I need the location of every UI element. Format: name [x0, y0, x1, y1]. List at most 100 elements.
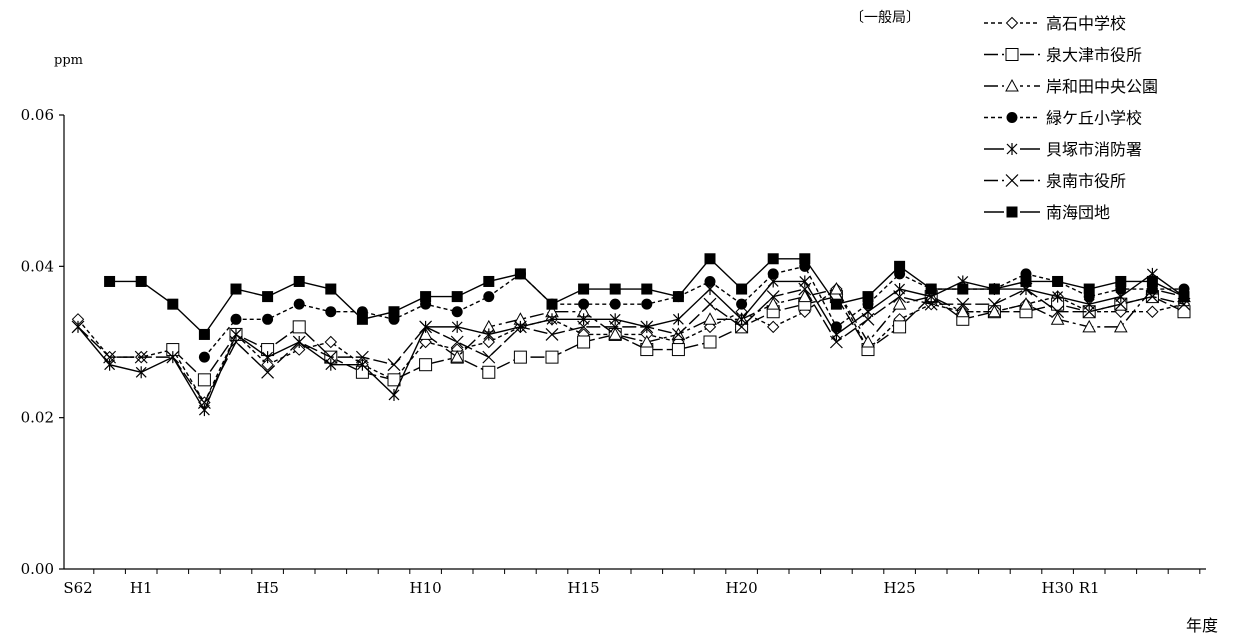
- x-tick-label: H15: [568, 579, 600, 597]
- data-point: [230, 283, 242, 295]
- data-point: [450, 335, 464, 349]
- data-point: [198, 351, 210, 363]
- data-point: [924, 297, 938, 311]
- data-point: [420, 291, 432, 303]
- data-point: [1006, 112, 1018, 123]
- y-tick-label: 0.00: [21, 560, 54, 578]
- data-point: [578, 298, 590, 310]
- data-point: [767, 268, 779, 280]
- data-point: [1005, 16, 1019, 30]
- data-point: [956, 297, 970, 311]
- data-point: [798, 282, 812, 296]
- data-point: [483, 275, 495, 287]
- axes: [63, 115, 1206, 570]
- data-point: [546, 313, 558, 326]
- data-point: [293, 275, 305, 287]
- x-tick-label: R1: [1079, 579, 1100, 597]
- data-point: [799, 253, 811, 265]
- data-point: [198, 328, 210, 340]
- data-point: [766, 297, 781, 310]
- y-axis-unit-label: ppm: [54, 53, 83, 68]
- x-tick-label: H5: [256, 579, 279, 597]
- legend-label: 貝塚市消防署: [1046, 140, 1142, 159]
- data-point: [545, 350, 559, 364]
- data-point: [229, 335, 243, 349]
- data-point: [71, 320, 85, 334]
- data-point: [419, 358, 433, 372]
- legend-label: 泉南市役所: [1046, 172, 1126, 191]
- data-point: [1083, 283, 1095, 295]
- legend-item: 南海団地: [984, 203, 1110, 222]
- data-point: [862, 305, 874, 318]
- data-point: [704, 283, 716, 296]
- data-point: [1006, 143, 1018, 155]
- data-point: [483, 291, 495, 303]
- data-point: [893, 320, 907, 334]
- y-tick-label: 0.06: [21, 106, 54, 124]
- data-point: [292, 343, 306, 356]
- data-point: [925, 283, 937, 295]
- data-point: [1114, 297, 1128, 311]
- data-point: [608, 327, 623, 340]
- data-point: [325, 306, 337, 318]
- data-point: [988, 283, 1000, 295]
- data-point: [1020, 275, 1032, 287]
- y-tick-label: 0.04: [21, 257, 54, 275]
- data-point: [324, 335, 338, 349]
- data-point: [955, 304, 970, 318]
- data-point: [797, 289, 812, 303]
- data-point: [862, 291, 874, 303]
- data-point: [103, 350, 117, 364]
- data-point: [135, 366, 147, 379]
- series-2: [418, 281, 1191, 363]
- x-tick-label: H20: [726, 579, 758, 597]
- data-point: [767, 253, 779, 265]
- data-point: [513, 320, 527, 334]
- data-point: [1115, 290, 1127, 303]
- data-point: [672, 291, 684, 303]
- legend-item: 貝塚市消防署: [984, 140, 1142, 159]
- data-point: [325, 283, 337, 295]
- data-point: [104, 358, 116, 371]
- data-point: [1006, 206, 1018, 218]
- data-point: [135, 275, 147, 287]
- legend-item: 緑ケ丘小学校: [984, 109, 1142, 128]
- data-point: [766, 290, 780, 304]
- data-point: [325, 358, 337, 371]
- data-point: [609, 313, 621, 326]
- data-point: [262, 351, 274, 364]
- y-tick-label: 0.02: [21, 409, 54, 427]
- data-point: [1052, 275, 1064, 287]
- legend-item: 高石中学校: [984, 14, 1126, 33]
- data-point: [799, 275, 811, 288]
- series-line: [77, 288, 1185, 404]
- data-point: [513, 350, 527, 364]
- legend-label: 泉大津市役所: [1046, 46, 1142, 65]
- data-point: [608, 320, 622, 334]
- data-point: [703, 297, 717, 311]
- series-line: [203, 265, 1184, 358]
- data-point: [451, 320, 463, 333]
- data-point: [292, 320, 306, 334]
- data-point: [829, 281, 844, 295]
- data-point: [577, 320, 591, 334]
- data-point: [451, 291, 463, 303]
- data-point: [482, 365, 496, 379]
- data-point: [578, 283, 590, 295]
- data-point: [577, 335, 591, 349]
- data-point: [356, 313, 368, 325]
- data-point: [1082, 319, 1097, 333]
- x-tick-label: H30: [1042, 579, 1074, 597]
- data-point: [1178, 291, 1190, 303]
- data-point: [514, 268, 526, 280]
- data-point: [419, 320, 433, 334]
- data-point: [1146, 275, 1158, 287]
- data-point: [292, 335, 306, 349]
- data-point: [736, 298, 748, 310]
- x-tick-label: H10: [410, 579, 442, 597]
- x-tick-label: H25: [884, 579, 916, 597]
- data-point: [578, 313, 590, 326]
- series-6: [104, 253, 1190, 340]
